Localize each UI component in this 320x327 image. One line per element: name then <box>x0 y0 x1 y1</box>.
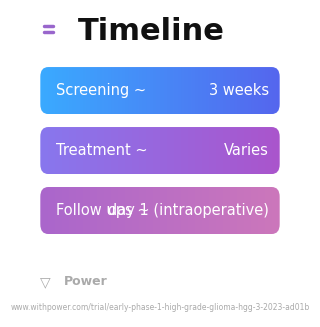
Text: Varies: Varies <box>224 143 269 158</box>
Text: www.withpower.com/trial/early-phase-1-high-grade-glioma-hgg-3-2023-ad01b: www.withpower.com/trial/early-phase-1-hi… <box>10 303 310 312</box>
Text: Treatment ~: Treatment ~ <box>56 143 148 158</box>
Text: Screening ~: Screening ~ <box>56 83 146 98</box>
Text: Power: Power <box>64 275 108 288</box>
Text: Follow ups ~: Follow ups ~ <box>56 203 150 218</box>
Text: 3 weeks: 3 weeks <box>209 83 269 98</box>
Text: ▽: ▽ <box>40 275 51 289</box>
Text: Timeline: Timeline <box>77 17 224 46</box>
Text: day 1 (intraoperative): day 1 (intraoperative) <box>108 203 269 218</box>
